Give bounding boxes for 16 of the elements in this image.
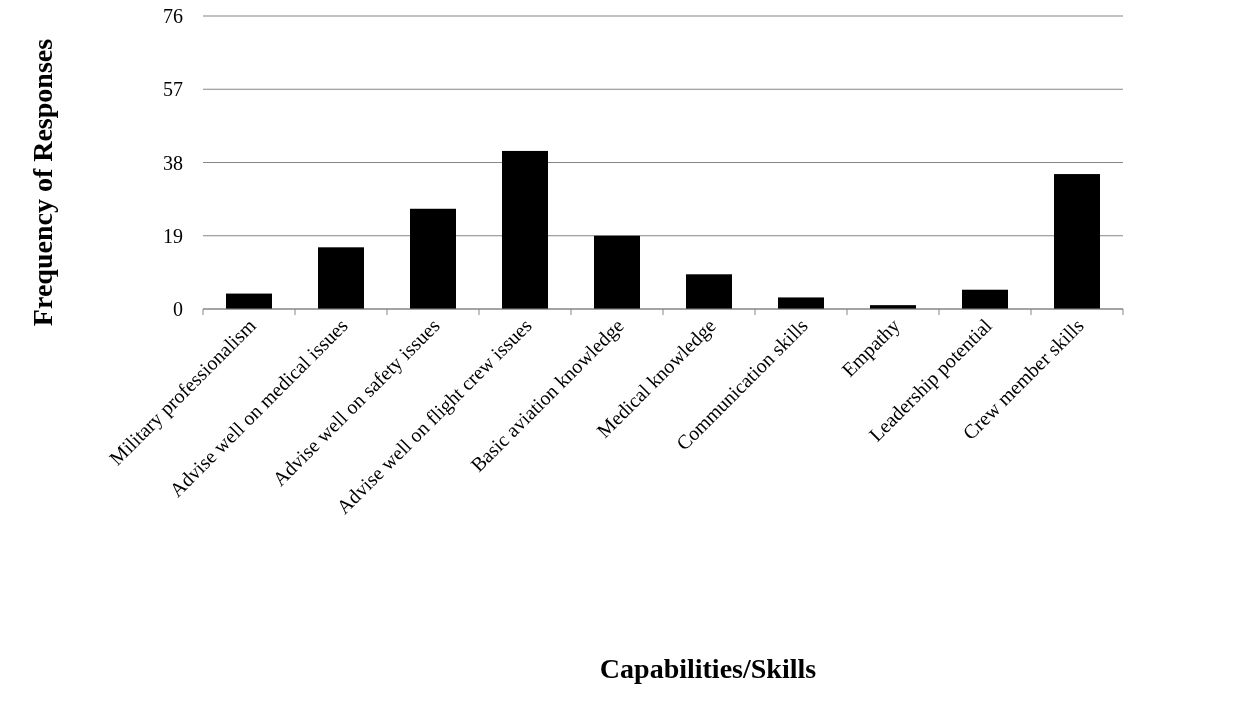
- x-axis-title: Capabilities/Skills: [599, 653, 817, 684]
- y-tick-label: 19: [163, 224, 183, 247]
- bar: [962, 289, 1008, 309]
- bar: [502, 150, 548, 309]
- y-tick-label: 0: [173, 298, 183, 320]
- bar: [778, 297, 824, 309]
- bar: [318, 247, 364, 309]
- y-tick-label: 76: [163, 5, 183, 27]
- y-axis-title: Frequency of Responses: [27, 38, 58, 327]
- bar: [226, 293, 272, 309]
- bar: [410, 208, 456, 309]
- bar: [686, 274, 732, 309]
- bar: [1054, 174, 1100, 309]
- bar: [594, 235, 640, 309]
- y-tick-label: 38: [163, 151, 183, 174]
- y-tick-label: 57: [163, 78, 183, 101]
